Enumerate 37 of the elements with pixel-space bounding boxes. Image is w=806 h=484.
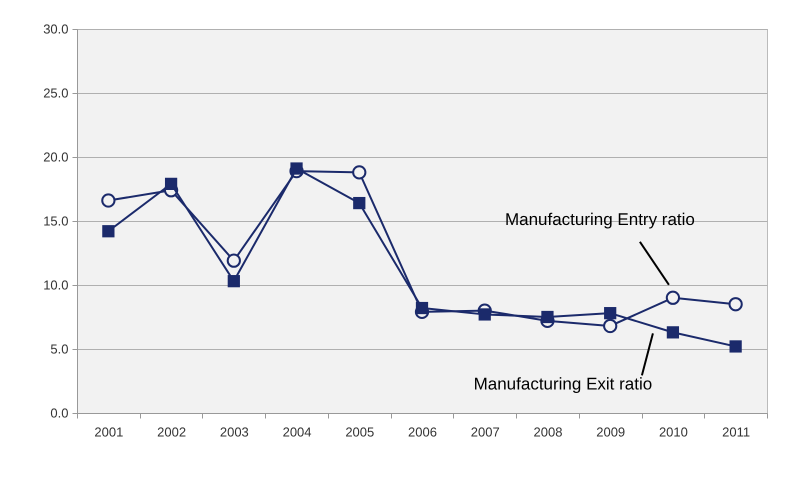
point	[666, 326, 680, 338]
x-tick-label: 2005	[345, 424, 374, 440]
y-tick-label: 25.0	[43, 86, 68, 100]
x-tick-label: 2007	[470, 424, 500, 440]
point	[728, 297, 743, 312]
x-tick-label: 2004	[282, 424, 312, 440]
text: Manufacturing Exit ratio	[474, 374, 652, 394]
point	[228, 275, 240, 288]
y-tick-label: 20.0	[43, 150, 68, 164]
y-tick-label: 0.0	[50, 406, 68, 420]
point	[603, 318, 618, 334]
point	[478, 308, 491, 321]
y-tick-label: 5.0	[50, 342, 68, 356]
point	[666, 290, 680, 305]
point	[353, 196, 366, 210]
x-tick-label: 2010	[658, 424, 688, 440]
point	[164, 178, 178, 190]
point	[541, 310, 554, 324]
point	[730, 340, 742, 353]
y-tick-label: 15.0	[43, 214, 68, 228]
text: Manufacturing Entry ratio	[504, 210, 695, 229]
point	[352, 165, 366, 180]
x-tick-label: 2002	[157, 424, 186, 440]
x-tick-label: 2006	[408, 424, 437, 440]
point	[226, 254, 241, 268]
point	[416, 302, 428, 314]
y-tick-label: 10.0	[43, 278, 68, 292]
point	[101, 193, 116, 208]
x-tick-label: 2001	[94, 424, 124, 440]
x-tick-label: 2009	[596, 424, 626, 440]
x-tick-label: 2003	[220, 424, 249, 440]
x-tick-label: 2011	[722, 424, 750, 440]
x-tick-label: 2008	[533, 424, 562, 440]
point	[290, 162, 303, 175]
point	[102, 225, 114, 238]
y-tick-label: 30.0	[43, 22, 68, 36]
point	[604, 307, 616, 320]
